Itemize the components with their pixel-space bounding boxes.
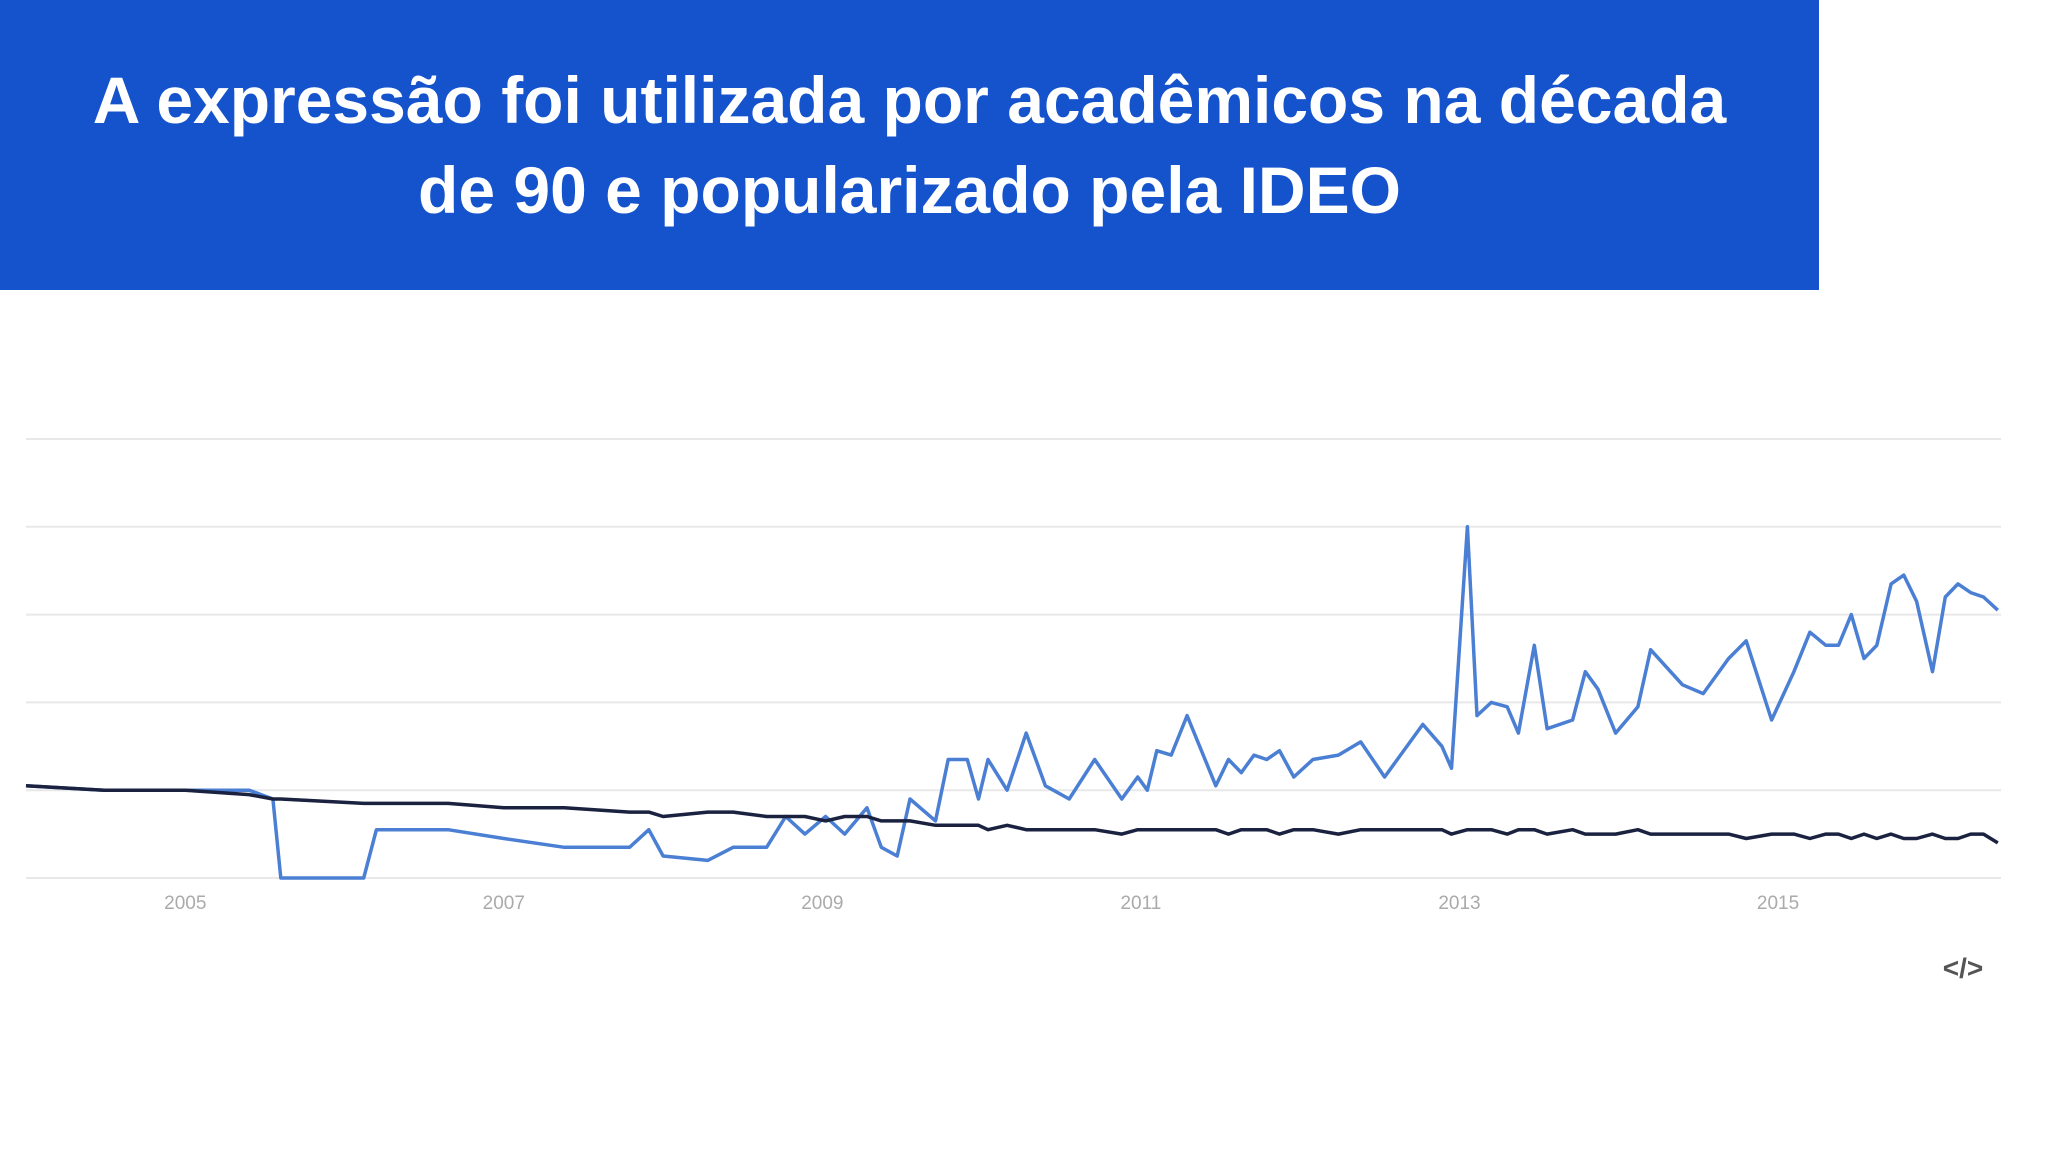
series-line — [25, 525, 1999, 880]
title-banner: A expressão foi utilizada por acadêmicos… — [0, 0, 1819, 290]
x-tick-label: 2013 — [1438, 893, 1480, 914]
chart-title: A expressão foi utilizada por acadêmicos… — [92, 63, 1727, 227]
x-tick-label: 2011 — [1120, 893, 1161, 914]
x-tick-label: 2015 — [1757, 893, 1799, 914]
x-tick-label: 2009 — [801, 893, 843, 914]
x-tick-label: 2007 — [483, 893, 525, 914]
x-tick-label: 2005 — [164, 893, 206, 914]
embed-icon[interactable]: </> — [1943, 952, 1983, 983]
series-line — [25, 784, 1999, 845]
